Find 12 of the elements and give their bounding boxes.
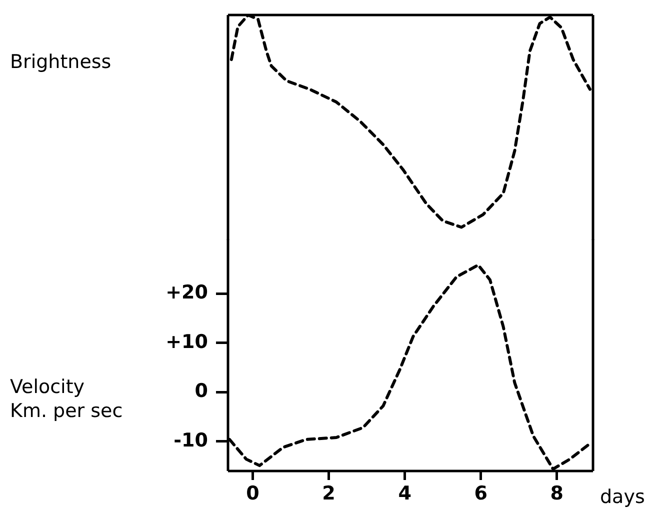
y-tick-label: 0	[194, 380, 208, 402]
x-tick-label: 2	[322, 482, 336, 504]
y-axis-title: Velocity Km. per sec	[10, 375, 123, 423]
y-axis-title: Brightness	[10, 50, 112, 74]
y-tick-label: -10	[174, 429, 208, 452]
x-tick-label: 8	[550, 482, 564, 504]
x-tick-label: 6	[474, 482, 488, 504]
y-tick-label: +20	[166, 282, 208, 304]
x-tick-label: 0	[246, 482, 260, 504]
y-tick-label: +10	[166, 330, 208, 353]
x-axis-title: days	[600, 485, 645, 509]
x-tick-label: 4	[398, 482, 412, 504]
